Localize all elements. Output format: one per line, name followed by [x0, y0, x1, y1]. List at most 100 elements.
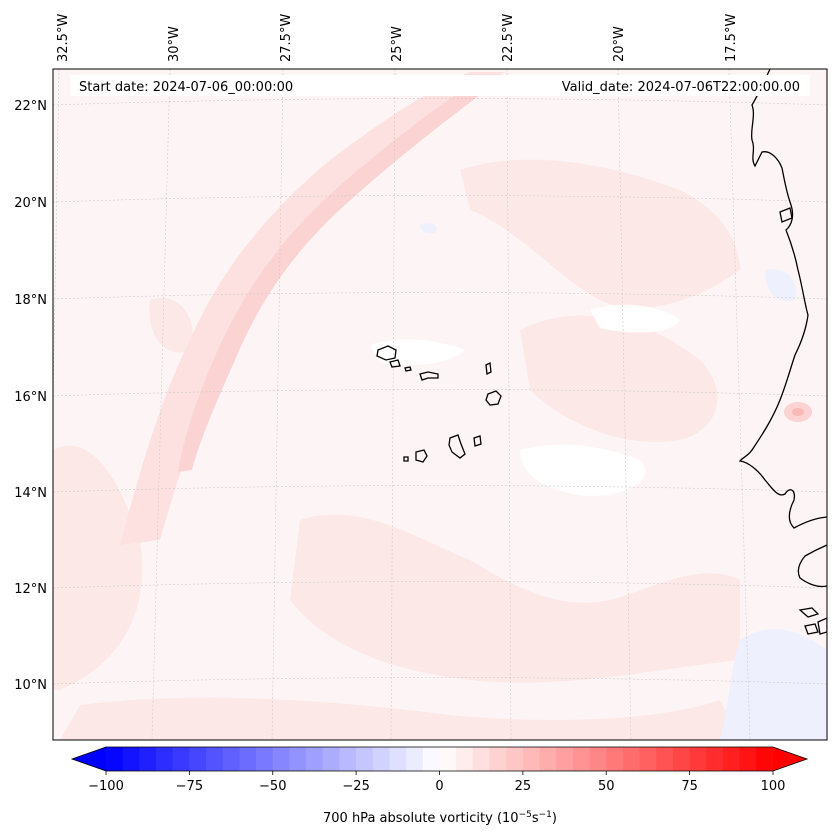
colorbar-extend-min [72, 747, 106, 771]
colorbar-level [689, 747, 707, 771]
vorticity-negative-patch [420, 222, 437, 234]
vorticity-max-spot [792, 408, 804, 416]
valid-date-label: Valid_date: 2024-07-06T22:00:00.00 [562, 80, 800, 95]
latitude-labels: 22°N 20°N 18°N 16°N 14°N 12°N 10°N [14, 99, 47, 693]
colorbar-level [706, 747, 724, 771]
colorbar-units-s: s [532, 811, 539, 826]
colorbar-tick-label: 75 [681, 779, 698, 794]
lon-label: 17.5°W [724, 14, 739, 62]
colorbar-level [289, 747, 307, 771]
colorbar-level [372, 747, 390, 771]
lon-label: 27.5°W [279, 14, 294, 62]
island-sal [485, 362, 492, 375]
vorticity-low-patch [520, 444, 646, 496]
colorbar-level [272, 747, 290, 771]
colorbar: −100 −75 −50 −25 0 25 50 75 100 700 hPa absolute… [70, 746, 809, 826]
colorbar-tick-label: −25 [342, 779, 369, 794]
lon-label: 25°W [390, 26, 405, 62]
colorbar-units-exp2: −1 [539, 810, 552, 820]
vorticity-patch [60, 697, 740, 740]
island-sao-vicente [389, 359, 401, 368]
colorbar-level [622, 747, 640, 771]
island-santo-antao [376, 345, 397, 361]
island-santa-luzia [404, 366, 412, 372]
colorbar-level [656, 747, 674, 771]
island-brava [403, 456, 409, 462]
lat-label: 22°N [14, 99, 47, 114]
colorbar-level [106, 747, 124, 771]
vorticity-patch [149, 298, 193, 353]
vorticity-negative-patch [765, 269, 796, 302]
colorbar-level [506, 747, 524, 771]
header-band [70, 75, 810, 96]
colorbar-tick-label: 100 [761, 779, 786, 794]
colorbar-level [206, 747, 224, 771]
lon-label: 32.5°W [56, 14, 71, 62]
colorbar-level [189, 747, 207, 771]
island-sao-nicolau [419, 371, 439, 381]
colorbar-title: 700 hPa absolute vorticity (10−5s−1) [323, 810, 557, 826]
colorbar-level [639, 747, 657, 771]
colorbar-level [156, 747, 174, 771]
colorbar-tick-label: 0 [435, 779, 443, 794]
vorticity-patch [520, 315, 718, 442]
colorbar-variable: 700 hPa absolute vorticity [323, 811, 493, 826]
colorbar-tick-label: −100 [88, 779, 124, 794]
start-date-label: Start date: 2024-07-06_00:00:00 [79, 80, 293, 95]
colorbar-level [239, 747, 257, 771]
bijagos-island [817, 617, 827, 635]
canary-small-island [779, 207, 793, 223]
colorbar-level [572, 747, 590, 771]
bijagos-island [804, 623, 819, 635]
colorbar-level [722, 747, 741, 771]
lat-label: 20°N [14, 196, 47, 211]
colorbar-level [306, 747, 324, 771]
colorbar-tick-label: 25 [515, 779, 532, 794]
coastline [738, 69, 827, 635]
colorbar-tick-label: 50 [598, 779, 615, 794]
colorbar-level [322, 747, 340, 771]
colorbar-level [672, 747, 691, 771]
vorticity-contours [53, 72, 827, 740]
africa-coast [738, 69, 827, 529]
colorbar-level [472, 747, 490, 771]
colorbar-units-open: (10 [497, 811, 519, 826]
colorbar-level [556, 747, 574, 771]
island-fogo [415, 449, 428, 463]
vorticity-patch [53, 445, 143, 690]
colorbar-tick-label: −75 [176, 779, 203, 794]
colorbar-level [589, 747, 607, 771]
colorbar-level [139, 747, 157, 771]
colorbar-level [222, 747, 240, 771]
colorbar-level [172, 747, 190, 771]
colorbar-level [739, 747, 757, 771]
lon-label: 22.5°W [501, 14, 516, 62]
vorticity-low-patch [590, 304, 680, 333]
lat-label: 16°N [14, 390, 47, 405]
colorbar-units-exp1: −5 [519, 810, 532, 820]
lat-label: 18°N [14, 293, 47, 308]
colorbar-level [122, 747, 140, 771]
map-panel [53, 69, 827, 740]
africa-coast-guinea [797, 544, 827, 588]
colorbar-level [539, 747, 557, 771]
colorbar-level [389, 747, 407, 771]
colorbar-units-close: ) [552, 811, 557, 826]
colorbar-level [422, 747, 440, 771]
cabo-verde-islands [376, 345, 502, 463]
colorbar-level [522, 747, 540, 771]
colorbar-level [606, 747, 624, 771]
map-frame [52, 68, 828, 741]
colorbar-tick-label: −50 [259, 779, 286, 794]
colorbar-level [256, 747, 274, 771]
colorbar-level [356, 747, 374, 771]
colorbar-ticks: −100 −75 −50 −25 0 25 50 75 100 [88, 771, 785, 794]
lat-label: 12°N [14, 582, 47, 597]
lon-label: 20°W [612, 26, 627, 62]
lat-label: 14°N [14, 486, 47, 501]
vorticity-negative-patch [720, 629, 827, 740]
bijagos-island [798, 607, 820, 618]
lat-label: 10°N [14, 678, 47, 693]
colorbar-level [489, 747, 507, 771]
vorticity-patch [460, 159, 740, 309]
